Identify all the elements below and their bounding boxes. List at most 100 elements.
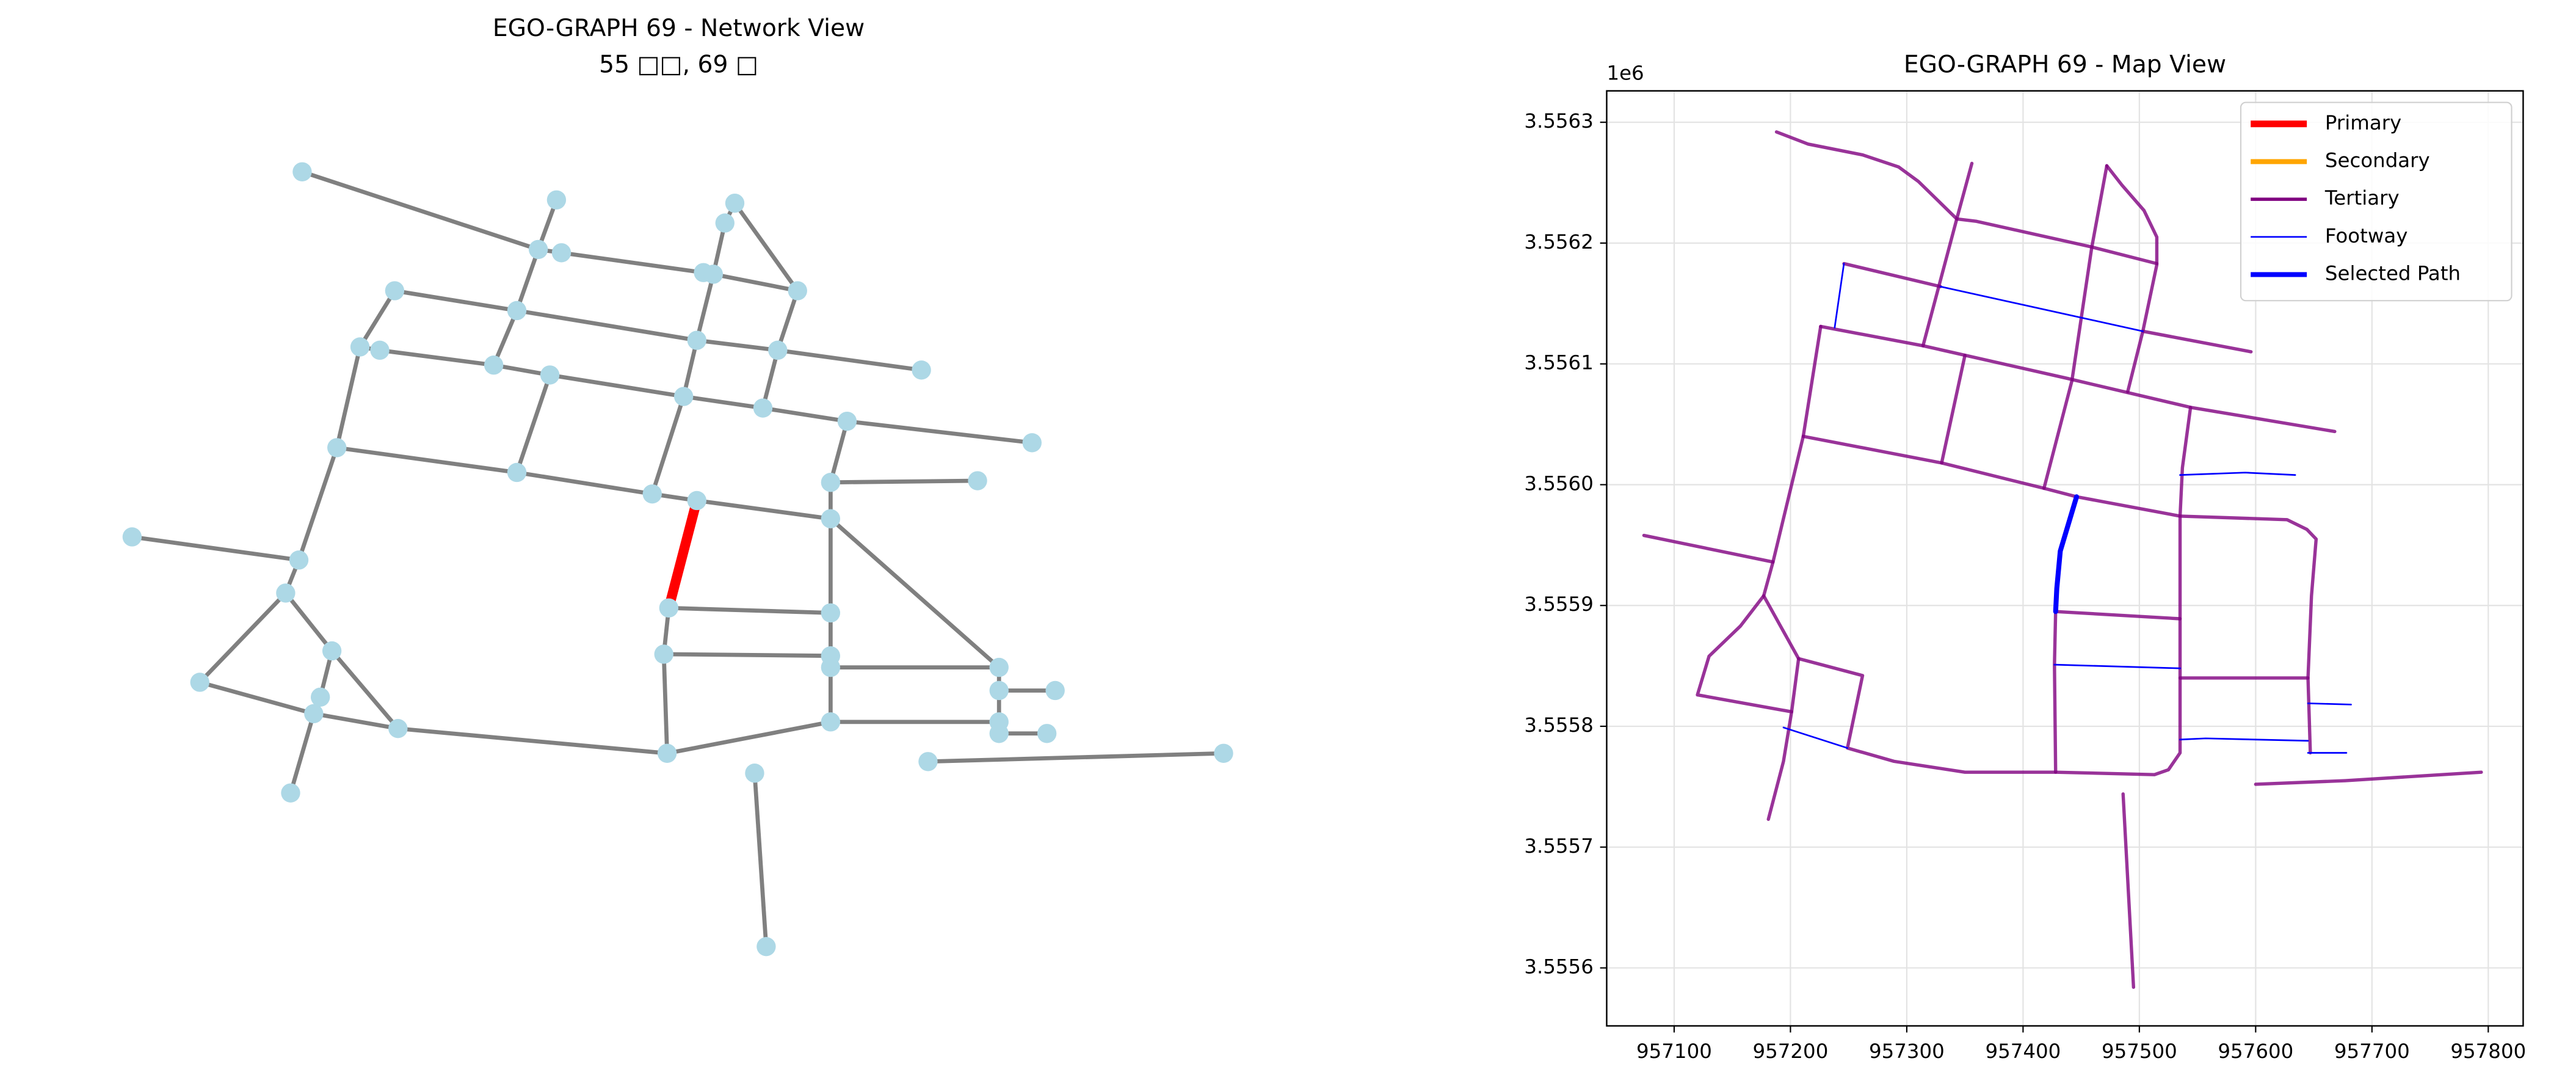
network-edge [761, 349, 780, 409]
road-line [2053, 663, 2181, 669]
road-line [2141, 329, 2253, 354]
x-tick-label: 957200 [1753, 1040, 1829, 1063]
network-edge [762, 406, 847, 423]
network-node [322, 641, 342, 661]
x-tick-label: 957500 [2102, 1040, 2177, 1063]
network-node [989, 724, 1009, 743]
road-line [1819, 324, 2337, 434]
network-edge [330, 649, 400, 730]
network-node [788, 281, 807, 301]
network-edge [775, 290, 800, 351]
network-edge [829, 420, 849, 483]
y-tick-label: 3.5561 [1524, 351, 1594, 374]
network-node [310, 687, 330, 707]
network-node [989, 680, 1009, 701]
network-edge [379, 348, 495, 368]
network-node [1045, 680, 1065, 701]
road-line [1939, 285, 2144, 332]
network-edge [695, 274, 716, 341]
plot-frame [1606, 90, 2524, 1027]
y-tick-label: 3.5560 [1524, 472, 1594, 495]
network-edge [650, 396, 686, 495]
chart-subtitle: 55 □□, 69 □ [599, 51, 758, 79]
network-node [507, 301, 527, 321]
x-tick-label: 957100 [1636, 1040, 1712, 1063]
network-node [528, 239, 548, 260]
x-tick-label: 957700 [2334, 1040, 2410, 1063]
network-edge [561, 250, 704, 275]
legend-label: Footway [2325, 224, 2408, 247]
legend-box [2240, 101, 2513, 302]
network-edge [492, 310, 519, 366]
network-node [388, 719, 408, 738]
network-node [370, 340, 390, 360]
network-edge [847, 419, 1032, 445]
road-line [1642, 533, 1775, 564]
network-edge [927, 751, 1224, 764]
chart-title: EGO-GRAPH 69 - Network View [493, 15, 865, 42]
network-edge [696, 498, 831, 521]
network-node [1037, 724, 1057, 743]
network-node [657, 743, 677, 763]
y-tick-label: 3.5558 [1524, 713, 1594, 737]
network-node [703, 264, 724, 284]
network-edge [358, 290, 397, 348]
network-edge [516, 308, 697, 343]
network-edge [713, 272, 798, 293]
road-line [1834, 263, 1845, 329]
network-node [715, 213, 735, 233]
network-edge [681, 340, 699, 397]
network-node [821, 712, 841, 732]
y-tick-label: 3.5559 [1524, 593, 1594, 616]
road-line [1782, 726, 1849, 749]
legend-label: Primary [2325, 111, 2401, 134]
road-line [2053, 610, 2058, 774]
network-node [918, 752, 938, 771]
y-tick-label: 3.5557 [1524, 834, 1594, 858]
network-node [687, 490, 706, 511]
network-edge [752, 773, 769, 947]
road-line [2254, 770, 2483, 786]
network-node [821, 657, 841, 677]
legend-label: Tertiary [2324, 186, 2400, 210]
road-line [1801, 434, 2318, 755]
network-node [551, 243, 571, 263]
network-edge [515, 249, 540, 312]
network-node [327, 438, 347, 458]
network-edge [829, 517, 1001, 669]
network-edge [336, 445, 517, 475]
network-node [687, 330, 706, 350]
highlighted-edge [664, 499, 702, 610]
road-line [2042, 164, 2109, 490]
network-node [350, 337, 370, 357]
network-node [292, 162, 312, 181]
road-line [2054, 610, 2182, 621]
network-node [1214, 743, 1233, 763]
network-node [642, 484, 662, 504]
x-tick-label: 957800 [2450, 1040, 2526, 1063]
network-node [540, 365, 560, 385]
road-line [1921, 161, 1974, 348]
road-line [1842, 261, 1942, 288]
x-tick-label: 957300 [1869, 1040, 1945, 1063]
network-node [756, 936, 776, 957]
y-tick-label: 3.5556 [1524, 955, 1594, 979]
network-node [1022, 433, 1042, 453]
network-node [507, 462, 527, 483]
network-node [821, 603, 841, 623]
legend-label: Selected Path [2325, 261, 2461, 285]
network-node [912, 360, 931, 380]
axis-offset-label: 1e6 [1606, 62, 1644, 85]
network-edge [394, 288, 518, 313]
network-node [745, 764, 764, 783]
y-tick-label: 3.5562 [1524, 230, 1594, 253]
network-edge [335, 346, 362, 448]
network-node [673, 387, 694, 406]
network-edge [397, 726, 667, 756]
legend-label: Secondary [2325, 149, 2430, 172]
road-line [2179, 737, 2309, 742]
network-node [276, 583, 296, 603]
